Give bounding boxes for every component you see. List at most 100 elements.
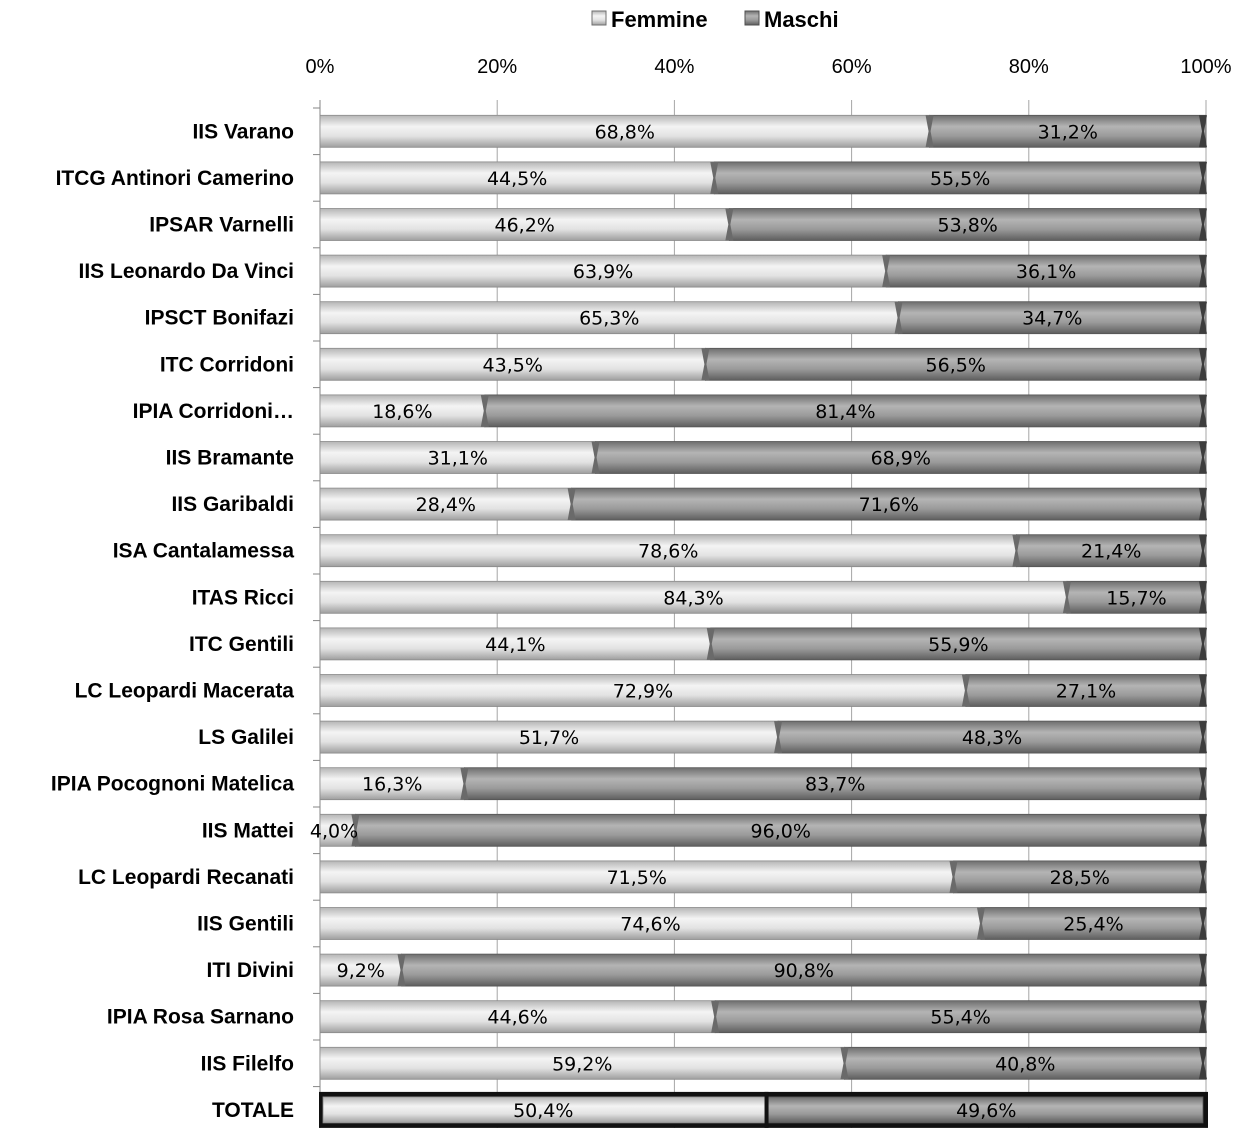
category-label: IPIA Pocognoni Matelica [51,773,294,796]
bar-maschi [705,347,1207,381]
data-label-maschi: 55,5% [930,168,990,190]
bar-bevel [1199,255,1207,288]
data-label-femmine: 4,0% [310,820,358,842]
x-tick-label: 0% [306,56,335,78]
legend-swatch-maschi [744,10,760,26]
category-label: TOTALE [212,1099,294,1122]
bar-maschi [464,767,1207,801]
bar-bevel [460,767,469,800]
bar-bevel [1199,301,1207,334]
data-label-femmine: 16,3% [362,774,422,796]
x-tick-label: 100% [1180,56,1231,78]
data-label-femmine: 9,2% [337,960,385,982]
category-label: ITAS Ricci [192,586,294,609]
bar-bevel [1012,534,1021,567]
bar-femmine [319,674,967,707]
legend-label-maschi: Maschi [764,7,839,32]
bar-bevel [1199,627,1207,660]
bars [319,114,1208,1128]
bar-bevel [1199,721,1207,754]
category-label: IPIA Rosa Sarnano [107,1006,294,1029]
data-label-maschi: 25,4% [1063,914,1123,936]
bar-femmine [319,720,779,754]
bar-bevel [701,348,710,381]
bar-bevel [1199,954,1207,987]
bar-bevel [1199,488,1207,521]
bar-maschi [714,1000,1207,1034]
bar-bevel [1199,441,1207,474]
bar-bevel [840,1047,849,1080]
category-label: LS Galilei [198,726,294,749]
data-label-femmine: 78,6% [638,541,698,563]
data-label-maschi: 31,2% [1038,121,1098,143]
bar-maschi [710,627,1207,661]
data-label-femmine: 74,6% [620,914,680,936]
bar-bevel [882,255,891,288]
bar-bevel [1199,115,1207,148]
data-label-maschi: 36,1% [1016,261,1076,283]
bar-femmine [319,580,1068,614]
legend-swatch-femmine [591,10,607,26]
bar-bevel [1199,674,1207,707]
data-label-femmine: 44,6% [487,1007,547,1029]
bar-femmine [319,534,1017,568]
bar-bevel [925,115,934,148]
bar-bevel [1062,581,1071,614]
data-label-maschi: 53,8% [937,215,997,237]
category-label: IIS Filelfo [201,1052,294,1075]
bar-bevel [961,674,970,707]
bar-bevel [1199,814,1207,847]
x-tick-label: 40% [654,56,694,78]
bar-femmine [319,301,899,335]
data-label-maschi: 21,4% [1081,541,1141,563]
category-label: IIS Varano [192,120,294,143]
bar-bevel [894,301,903,334]
data-label-maschi: 28,5% [1050,867,1110,889]
legend: Femmine Maschi [591,7,839,32]
bar-bevel [949,860,958,893]
x-tick-label: 80% [1009,56,1049,78]
data-label-maschi: 27,1% [1056,681,1116,703]
bar-maschi [898,301,1207,335]
bar-femmine [319,953,402,987]
bar-bevel [1199,394,1207,427]
bar-bevel [397,954,406,987]
x-tick-label: 60% [832,56,872,78]
category-label: ITC Gentili [189,633,294,656]
data-label-femmine: 68,8% [595,121,655,143]
bar-bevel [1199,348,1207,381]
bar-femmine [319,347,706,381]
data-label-femmine: 63,9% [573,261,633,283]
category-label: LC Leopardi Recanati [78,866,294,889]
bar-maschi [713,161,1207,195]
bar-maschi [777,720,1207,754]
legend-label-femmine: Femmine [611,7,708,32]
data-label-femmine: 72,9% [613,681,673,703]
category-label: IIS Bramante [166,447,294,470]
category-label: ISA Cantalamessa [113,540,295,563]
data-label-maschi: 55,4% [930,1007,990,1029]
data-label-maschi: 96,0% [751,820,811,842]
bar-femmine [319,487,573,521]
bar-femmine [319,1046,845,1080]
category-label: IPSAR Varnelli [149,214,294,237]
data-label-femmine: 28,4% [416,494,476,516]
category-label: ITC Corridoni [160,353,294,376]
data-label-femmine: 84,3% [663,587,723,609]
category-label: IIS Gentili [197,913,294,936]
data-label-femmine: 71,5% [607,867,667,889]
data-label-maschi: 15,7% [1106,587,1166,609]
bar-bevel [591,441,600,474]
bar-bevel [1199,907,1207,940]
data-label-maschi: 83,7% [805,774,865,796]
data-label-maschi: 40,8% [995,1053,1055,1075]
data-label-maschi: 90,8% [774,960,834,982]
bar-maschi [1015,534,1207,568]
bar-bevel [725,208,734,241]
bar-maschi [401,953,1207,987]
data-label-femmine: 18,6% [372,401,432,423]
bar-maschi [844,1046,1207,1080]
data-label-femmine: 44,1% [485,634,545,656]
data-label-femmine: 46,2% [494,215,554,237]
bar-maschi [484,394,1207,428]
